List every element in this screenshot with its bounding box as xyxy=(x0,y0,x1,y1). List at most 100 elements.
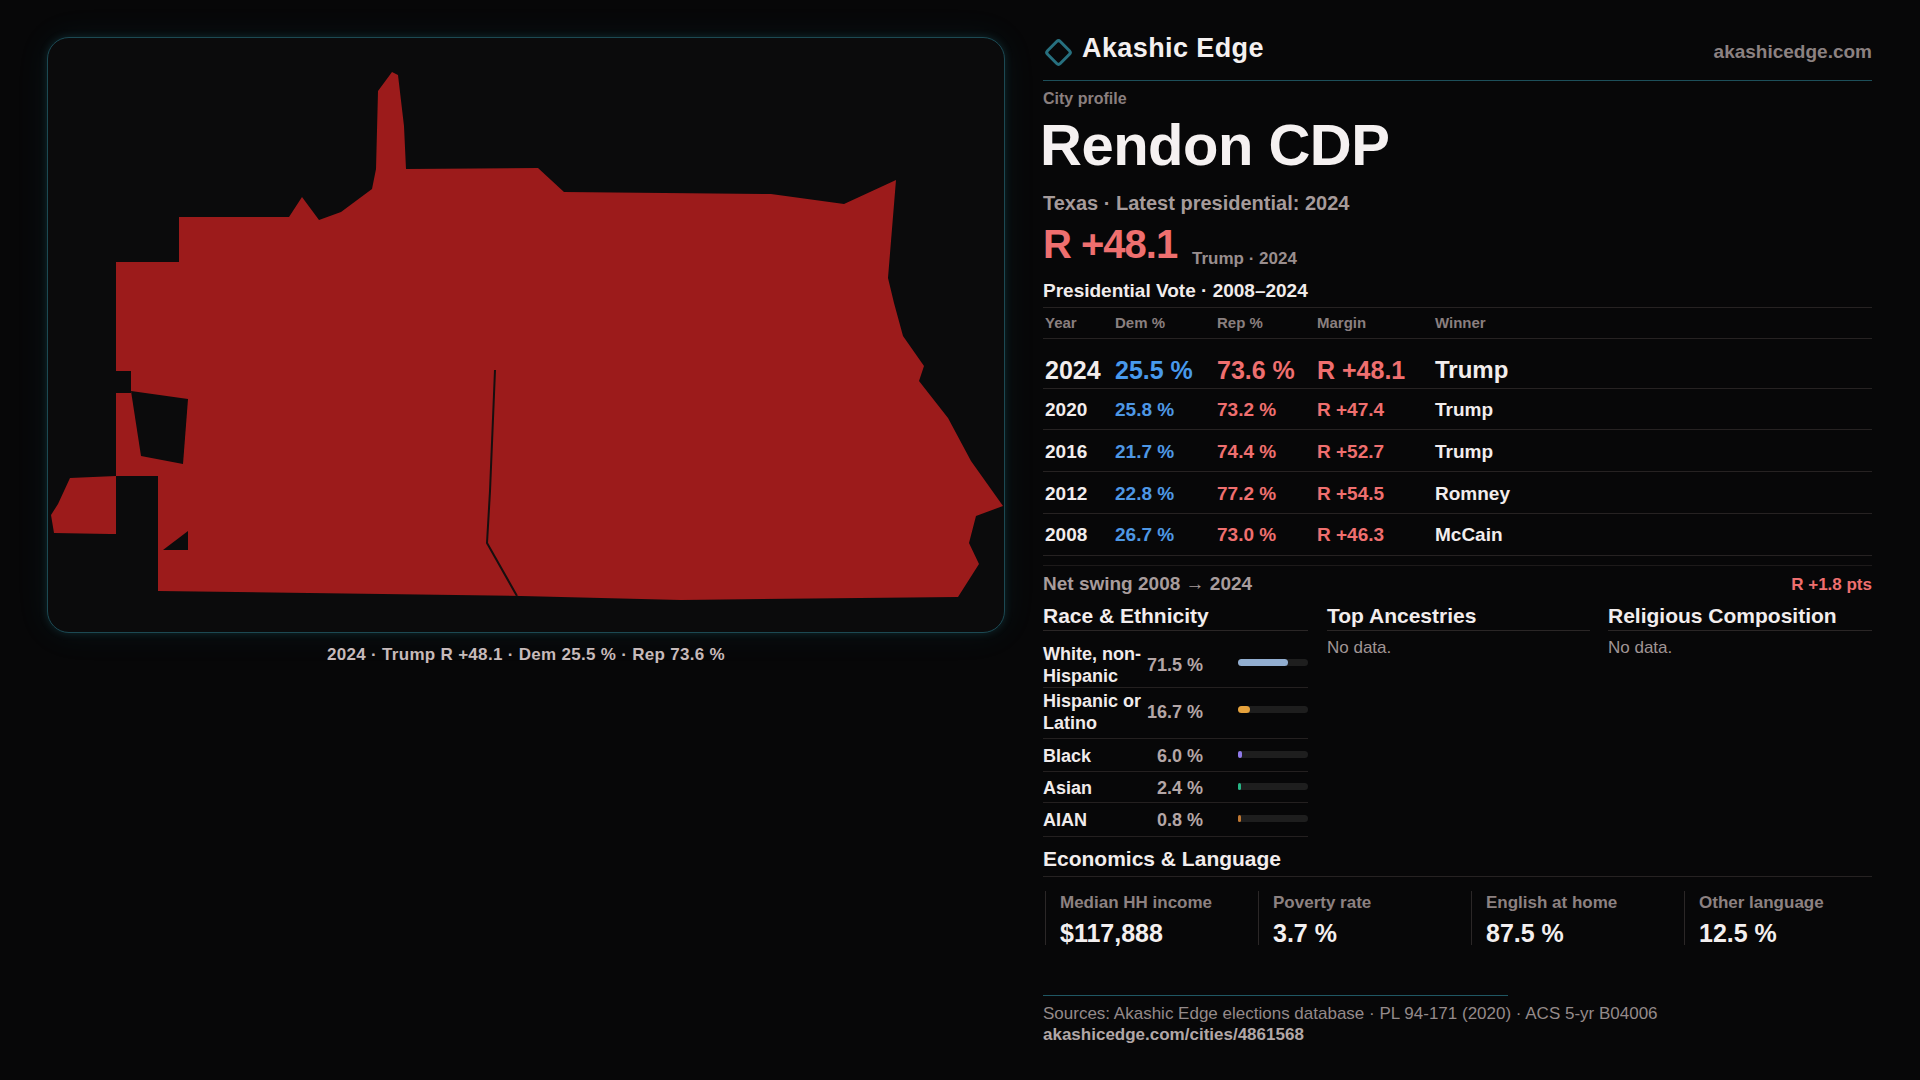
city-shape-polygon[interactable] xyxy=(51,72,1003,600)
race-divider xyxy=(1043,738,1308,739)
section-divider xyxy=(1327,630,1590,631)
stat-median-hh-income: Median HH income $117,888 xyxy=(1045,891,1245,945)
table-row-2008-margin: R +46.3 xyxy=(1317,524,1384,546)
table-row-2024-rep: 73.6 % xyxy=(1217,356,1295,385)
table-row-2012-year: 2012 xyxy=(1045,483,1087,505)
section-race-ethnicity: Race & Ethnicity xyxy=(1043,604,1209,628)
table-row-2016-winner: Trump xyxy=(1435,441,1493,463)
table-row-2016-year: 2016 xyxy=(1045,441,1087,463)
table-divider xyxy=(1043,338,1872,339)
page-title: Rendon CDP xyxy=(1040,111,1389,178)
table-row-2020-dem: 25.8 % xyxy=(1115,399,1174,421)
table-divider xyxy=(1043,307,1872,308)
race-row-label: AIAN xyxy=(1043,809,1087,831)
race-row-value: 16.7 % xyxy=(1143,702,1203,723)
section-top-ancestries: Top Ancestries xyxy=(1327,604,1476,628)
stat-label: English at home xyxy=(1486,893,1671,913)
table-row-2024-year: 2024 xyxy=(1045,356,1101,385)
headline-margin: R +48.1 xyxy=(1043,222,1177,267)
race-bar xyxy=(1238,751,1308,758)
brand-site-link[interactable]: akashicedge.com xyxy=(1714,41,1872,63)
sources-text: Sources: Akashic Edge elections database… xyxy=(1043,1004,1658,1024)
profile-kicker: City profile xyxy=(1043,90,1127,108)
section-divider xyxy=(1043,630,1308,631)
stat-value: $117,888 xyxy=(1060,919,1245,948)
race-bar xyxy=(1238,783,1308,790)
ancestries-no-data: No data. xyxy=(1327,638,1391,658)
table-divider xyxy=(1043,555,1872,556)
map-card xyxy=(47,37,1005,633)
stat-value: 3.7 % xyxy=(1273,919,1458,948)
net-swing-label: Net swing 2008 → 2024 xyxy=(1043,573,1252,595)
table-row-2008-winner: McCain xyxy=(1435,524,1503,546)
table-divider xyxy=(1043,429,1872,430)
vote-table-title: Presidential Vote · 2008–2024 xyxy=(1043,280,1308,302)
table-row-2008-rep: 73.0 % xyxy=(1217,524,1276,546)
header-divider xyxy=(1043,80,1872,81)
col-header-year: Year xyxy=(1045,314,1077,331)
stat-english-at-home: English at home 87.5 % xyxy=(1471,891,1671,945)
table-row-2024-dem: 25.5 % xyxy=(1115,356,1193,385)
permalink[interactable]: akashicedge.com/cities/4861568 xyxy=(1043,1025,1304,1045)
col-header-rep: Rep % xyxy=(1217,314,1263,331)
table-row-2024-winner: Trump xyxy=(1435,356,1508,384)
race-bar xyxy=(1238,815,1308,822)
table-row-2020-margin: R +47.4 xyxy=(1317,399,1384,421)
race-divider xyxy=(1043,802,1308,803)
race-bar xyxy=(1238,659,1308,666)
table-row-2008-dem: 26.7 % xyxy=(1115,524,1174,546)
table-row-2020-rep: 73.2 % xyxy=(1217,399,1276,421)
stat-label: Median HH income xyxy=(1060,893,1245,913)
race-divider xyxy=(1043,687,1308,688)
table-row-2012-winner: Romney xyxy=(1435,483,1510,505)
table-divider xyxy=(1043,388,1872,389)
table-row-2016-rep: 74.4 % xyxy=(1217,441,1276,463)
map-caption: 2024 · Trump R +48.1 · Dem 25.5 % · Rep … xyxy=(47,645,1005,665)
stat-value: 12.5 % xyxy=(1699,919,1884,948)
stat-value: 87.5 % xyxy=(1486,919,1671,948)
headline-note: Trump · 2024 xyxy=(1192,249,1297,269)
race-row-label: White, non-Hispanic xyxy=(1043,643,1141,687)
race-row-value: 71.5 % xyxy=(1143,655,1203,676)
stat-label: Poverty rate xyxy=(1273,893,1458,913)
race-bar xyxy=(1238,706,1308,713)
table-row-2012-margin: R +54.5 xyxy=(1317,483,1384,505)
stat-other-language: Other language 12.5 % xyxy=(1684,891,1884,945)
city-boundary-map[interactable] xyxy=(48,38,1005,633)
race-row-label: Hispanic orLatino xyxy=(1043,690,1141,734)
col-header-margin: Margin xyxy=(1317,314,1366,331)
table-row-2016-dem: 21.7 % xyxy=(1115,441,1174,463)
table-row-2016-margin: R +52.7 xyxy=(1317,441,1384,463)
stat-label: Other language xyxy=(1699,893,1884,913)
table-row-2020-year: 2020 xyxy=(1045,399,1087,421)
table-row-2024-margin: R +48.1 xyxy=(1317,356,1405,385)
brand-name[interactable]: Akashic Edge xyxy=(1082,33,1264,64)
table-divider xyxy=(1043,471,1872,472)
race-row-value: 2.4 % xyxy=(1143,778,1203,799)
race-row-value: 6.0 % xyxy=(1143,746,1203,767)
section-divider xyxy=(1043,876,1872,877)
race-row-label: Black xyxy=(1043,745,1091,767)
footer-divider xyxy=(1043,995,1508,996)
table-row-2008-year: 2008 xyxy=(1045,524,1087,546)
section-divider xyxy=(1608,630,1872,631)
stat-poverty-rate: Poverty rate 3.7 % xyxy=(1258,891,1458,945)
race-divider xyxy=(1043,836,1308,837)
net-swing-divider xyxy=(1043,565,1872,566)
brand-diamond-icon xyxy=(1044,38,1074,68)
map-notch xyxy=(116,371,131,393)
col-header-winner: Winner xyxy=(1435,314,1486,331)
race-row-value: 0.8 % xyxy=(1143,810,1203,831)
section-religious-composition: Religious Composition xyxy=(1608,604,1837,628)
table-row-2012-rep: 77.2 % xyxy=(1217,483,1276,505)
profile-subtitle: Texas · Latest presidential: 2024 xyxy=(1043,192,1349,215)
religion-no-data: No data. xyxy=(1608,638,1672,658)
col-header-dem: Dem % xyxy=(1115,314,1165,331)
table-row-2020-winner: Trump xyxy=(1435,399,1493,421)
table-divider xyxy=(1043,513,1872,514)
net-swing-value: R +1.8 pts xyxy=(1791,575,1872,595)
table-row-2012-dem: 22.8 % xyxy=(1115,483,1174,505)
race-divider xyxy=(1043,771,1308,772)
race-row-label: Asian xyxy=(1043,777,1092,799)
map-notch xyxy=(116,476,158,534)
